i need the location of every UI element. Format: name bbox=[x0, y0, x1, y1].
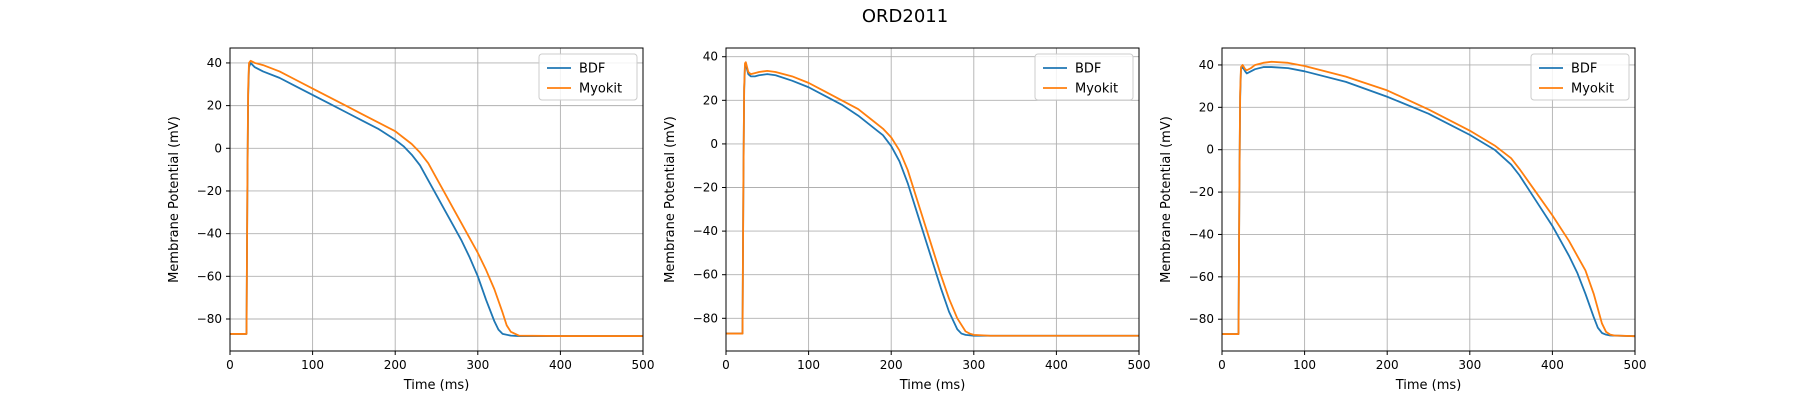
legend: BDF Myokit bbox=[538, 53, 638, 101]
x-tick-label: 400 bbox=[1541, 358, 1564, 372]
x-axis-label: Time (ms) bbox=[1395, 378, 1462, 393]
x-tick-label: 0 bbox=[226, 358, 234, 372]
x-tick-label: 500 bbox=[1128, 358, 1151, 372]
legend-label-myokit: Myokit bbox=[1571, 82, 1614, 97]
y-tick-label: 40 bbox=[703, 50, 718, 64]
y-tick-label: 0 bbox=[1206, 143, 1214, 157]
y-axis-label: Membrane Potential (mV) bbox=[663, 116, 678, 283]
figure-title: ORD2011 bbox=[862, 6, 948, 27]
y-tick-label: 0 bbox=[710, 137, 718, 151]
legend: BDF Myokit bbox=[1034, 53, 1134, 101]
y-tick-label: −20 bbox=[197, 184, 222, 198]
panel-1: 0 100 200 300 400 500 −80 −60 −40 −20 0 20 40 Time (m… bbox=[167, 47, 655, 393]
plot-frame bbox=[725, 47, 1140, 352]
y-axis-label: Membrane Potential (mV) bbox=[1159, 116, 1174, 283]
x-tick-label: 500 bbox=[632, 358, 655, 372]
y-tick-label: −60 bbox=[1189, 270, 1214, 284]
plot-frame bbox=[229, 47, 644, 352]
legend-label-myokit: Myokit bbox=[1075, 82, 1118, 97]
y-tick-label: −80 bbox=[197, 312, 222, 326]
x-tick-label: 400 bbox=[1045, 358, 1068, 372]
x-tick-label: 200 bbox=[384, 358, 407, 372]
y-axis-label: Membrane Potential (mV) bbox=[167, 116, 182, 283]
x-tick-label: 200 bbox=[1376, 358, 1399, 372]
y-tick-label: −80 bbox=[1189, 312, 1214, 326]
x-tick-label: 200 bbox=[880, 358, 903, 372]
x-axis-label: Time (ms) bbox=[899, 378, 966, 393]
x-tick-label: 300 bbox=[962, 358, 985, 372]
x-tick-label: 300 bbox=[466, 358, 489, 372]
y-tick-label: −20 bbox=[1189, 185, 1214, 199]
legend-label-bdf: BDF bbox=[1075, 62, 1101, 77]
plot-frame bbox=[1221, 47, 1636, 352]
x-tick-label: 0 bbox=[722, 358, 730, 372]
y-tick-label: −60 bbox=[693, 268, 718, 282]
x-tick-label: 300 bbox=[1458, 358, 1481, 372]
x-axis-label: Time (ms) bbox=[403, 378, 470, 393]
y-tick-label: −60 bbox=[197, 269, 222, 283]
y-tick-label: −40 bbox=[693, 224, 718, 238]
panel-2: 0 100 200 300 400 500 −80 −60 −40 −20 0 20 40 Time (m… bbox=[663, 47, 1151, 393]
legend-label-bdf: BDF bbox=[1571, 62, 1597, 77]
y-tick-label: 0 bbox=[214, 141, 222, 155]
y-tick-label: 20 bbox=[1199, 100, 1214, 114]
x-tick-label: 100 bbox=[301, 358, 324, 372]
series-line-myokit bbox=[726, 61, 1139, 337]
y-tick-label: 20 bbox=[703, 93, 718, 107]
y-tick-label: −40 bbox=[1189, 227, 1214, 241]
x-tick-label: 0 bbox=[1218, 358, 1226, 372]
x-tick-label: 500 bbox=[1624, 358, 1647, 372]
series-line-bdf bbox=[230, 62, 643, 337]
panel-3: 0 100 200 300 400 500 −80 −60 −40 −20 0 20 40 Time (m… bbox=[1159, 47, 1647, 393]
y-tick-label: −20 bbox=[693, 181, 718, 195]
x-tick-label: 400 bbox=[549, 358, 572, 372]
y-tick-label: 20 bbox=[207, 99, 222, 113]
y-tick-label: 40 bbox=[1199, 58, 1214, 72]
series-line-myokit bbox=[1222, 60, 1635, 338]
series-line-myokit bbox=[230, 59, 643, 337]
x-tick-label: 100 bbox=[797, 358, 820, 372]
y-tick-label: −80 bbox=[693, 311, 718, 325]
y-tick-label: 40 bbox=[207, 56, 222, 70]
y-tick-label: −40 bbox=[197, 227, 222, 241]
legend: BDF Myokit bbox=[1530, 53, 1630, 101]
series-line-bdf bbox=[726, 62, 1139, 337]
legend-label-myokit: Myokit bbox=[579, 82, 622, 97]
x-tick-label: 100 bbox=[1293, 358, 1316, 372]
legend-label-bdf: BDF bbox=[579, 62, 605, 77]
